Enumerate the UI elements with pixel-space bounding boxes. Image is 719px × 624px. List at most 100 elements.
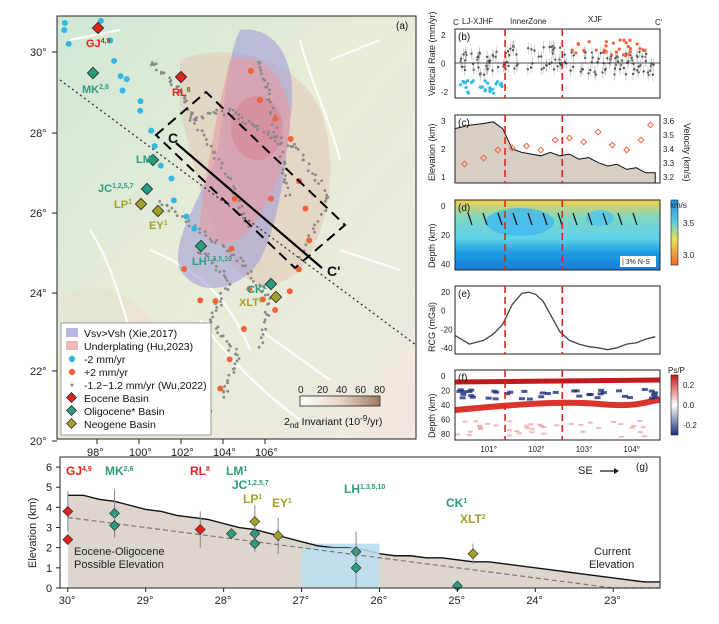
rate-point bbox=[513, 67, 516, 70]
legend-label: -1.2~1.2 mm/yr (Wu,2022) bbox=[84, 380, 207, 392]
rate-point bbox=[593, 71, 596, 74]
anisotropy-bar bbox=[497, 212, 503, 226]
rf-negative-patch bbox=[469, 395, 476, 399]
rf-positive-patch bbox=[640, 426, 646, 429]
gray-dot bbox=[262, 285, 265, 289]
gray-dot bbox=[214, 309, 218, 312]
possible-elevation-line bbox=[67, 516, 660, 589]
rf-colorbar-tick: -0.2 bbox=[683, 421, 697, 430]
rate-point bbox=[485, 64, 488, 68]
g-y-tick-label: 3 bbox=[46, 523, 52, 535]
anisotropy-bar bbox=[572, 212, 578, 226]
rate-positive-point bbox=[623, 54, 628, 58]
rf-negative-patch bbox=[538, 395, 545, 399]
gray-dot bbox=[237, 199, 241, 203]
rate-negative-point bbox=[471, 79, 475, 83]
site-point-mk bbox=[109, 520, 120, 531]
rate-point bbox=[614, 57, 617, 60]
gray-dot bbox=[296, 147, 300, 151]
velocity-point bbox=[580, 138, 588, 146]
anisotropy-bar bbox=[467, 212, 473, 226]
current-label-2: Elevation bbox=[589, 559, 634, 571]
site-point-jc bbox=[249, 528, 261, 539]
rate-point bbox=[620, 59, 624, 62]
gray-dot bbox=[242, 216, 245, 220]
negative-rate-dot bbox=[119, 87, 126, 94]
rf-positive-patch bbox=[642, 435, 648, 438]
rf-negative-patch bbox=[460, 392, 467, 396]
rf-positive-patch bbox=[467, 430, 473, 433]
negative-rate-dot bbox=[157, 162, 164, 169]
g-site-name: XLT bbox=[460, 512, 482, 526]
site-label-ck: CK1 bbox=[247, 284, 267, 296]
y-tick-label: 20 bbox=[441, 288, 450, 297]
gray-dot bbox=[247, 225, 250, 229]
gray-dot bbox=[256, 124, 259, 128]
rf-positive-patch bbox=[580, 430, 586, 433]
gray-dot bbox=[323, 189, 327, 192]
gray-dot bbox=[242, 211, 246, 215]
rf-negative-patch bbox=[491, 389, 498, 393]
scale-box bbox=[620, 256, 656, 267]
rf-positive-patch bbox=[538, 424, 544, 427]
gray-dot bbox=[246, 272, 250, 276]
rate-point bbox=[459, 59, 462, 63]
low-velocity-zone bbox=[586, 210, 614, 226]
rf-positive-patch bbox=[506, 429, 512, 432]
g-site-label-ck: CK1 bbox=[446, 496, 467, 510]
rf-negative-patch bbox=[621, 394, 628, 398]
gray-dot bbox=[214, 112, 218, 115]
gray-dot bbox=[317, 182, 320, 186]
gray-dot bbox=[158, 200, 162, 203]
g-y-tick-label: 4 bbox=[46, 502, 52, 514]
rate-negative-point bbox=[463, 80, 468, 85]
rf-negative-patch bbox=[459, 396, 466, 400]
rate-point bbox=[644, 59, 648, 63]
rf-positive-patch bbox=[638, 431, 644, 434]
gray-dot bbox=[217, 157, 221, 161]
rf-negative-patch bbox=[576, 394, 583, 398]
profile-x-tick-label: 101° bbox=[480, 445, 497, 454]
rate-point bbox=[652, 63, 655, 66]
rf-negative-patch bbox=[456, 389, 463, 393]
negative-rate-dot bbox=[151, 143, 158, 150]
gray-dot bbox=[279, 142, 283, 146]
profile-panel-f: Ps/P 0.2 0.0 -0.2 (f) 0 20 40 60 80 Depth (km) bbox=[427, 366, 697, 441]
anisotropy-scale: | 3% N-S bbox=[622, 259, 650, 266]
site-refs: 1 bbox=[164, 220, 168, 227]
map-x-tick-label: 102° bbox=[171, 447, 194, 459]
profile-c-prime-label: C' bbox=[327, 263, 340, 279]
gray-dot bbox=[226, 381, 229, 385]
rf-negative-patch bbox=[648, 389, 655, 393]
rate-positive-point bbox=[635, 42, 639, 46]
positive-rate-dot bbox=[228, 245, 235, 252]
gray-dot bbox=[235, 353, 239, 357]
positive-rate-dot bbox=[259, 296, 266, 303]
rate-point bbox=[511, 48, 515, 52]
map-y-tick-label: 26° bbox=[30, 208, 47, 220]
rate-point bbox=[651, 73, 655, 76]
site-label-xlt: XLT2 bbox=[239, 297, 263, 309]
site-refs: 2 bbox=[259, 297, 263, 304]
gray-dot bbox=[154, 62, 158, 66]
vs-colorbar-tick: 3.5 bbox=[683, 219, 695, 228]
gnss-gray-dots bbox=[150, 60, 330, 399]
map-x-tick-label: 106° bbox=[255, 447, 278, 459]
rate-negative-point bbox=[464, 85, 468, 89]
rate-point bbox=[599, 51, 602, 55]
gray-dot bbox=[263, 293, 267, 297]
rate-point bbox=[613, 67, 617, 70]
profile-c-prime-header: C' bbox=[655, 18, 663, 27]
gray-dot bbox=[210, 311, 214, 315]
g-site-name: CK bbox=[446, 496, 464, 510]
map-y-tick-label: 28° bbox=[30, 128, 47, 140]
rf-negative-patch bbox=[521, 389, 528, 393]
rate-positive-point bbox=[638, 47, 642, 51]
gray-dot bbox=[170, 206, 174, 210]
velocity-point bbox=[623, 146, 631, 154]
gray-dot bbox=[223, 172, 227, 176]
rf-positive-patch bbox=[537, 423, 543, 426]
gray-dot bbox=[228, 108, 231, 112]
velocity-point bbox=[494, 146, 502, 154]
rate-point bbox=[463, 68, 467, 72]
